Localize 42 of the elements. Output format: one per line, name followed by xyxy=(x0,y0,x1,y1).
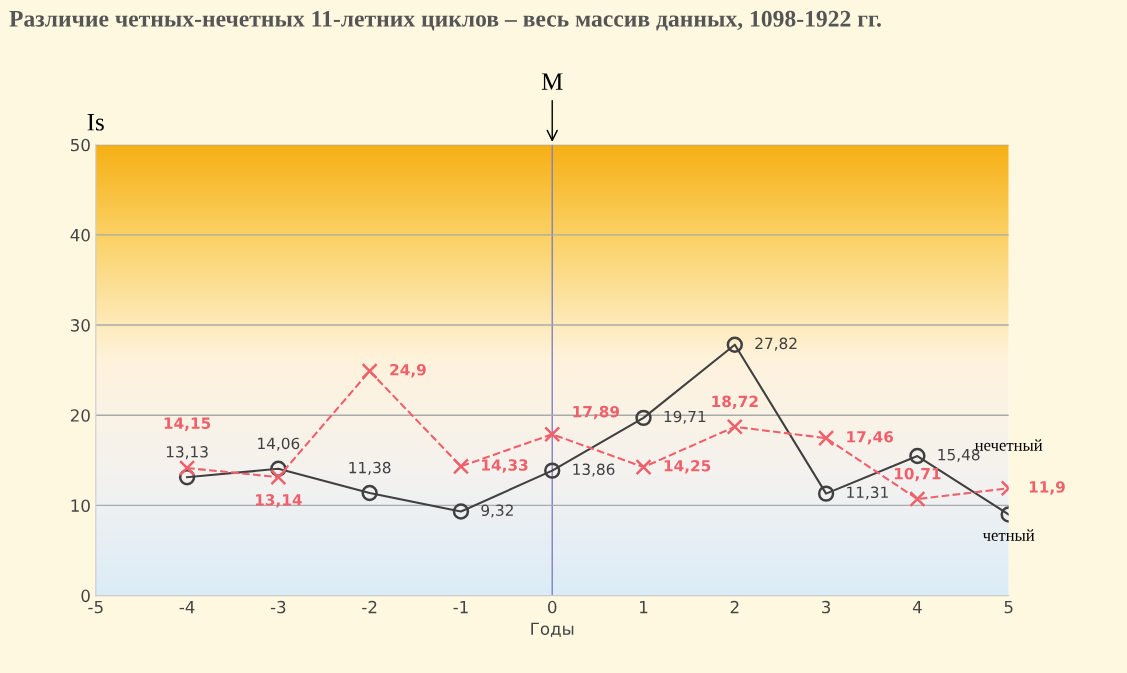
y-tick-label: 50 xyxy=(71,138,90,152)
data-label: 13,86 xyxy=(573,463,615,477)
data-label: 27,82 xyxy=(755,337,797,351)
data-label: 18,72 xyxy=(712,395,758,410)
y-tick-label: 30 xyxy=(71,319,90,332)
data-label: 13,13 xyxy=(166,446,208,460)
data-label: 14,25 xyxy=(664,459,711,474)
ref-line-label: M xyxy=(541,73,563,90)
chart-title: Различие четных-нечетных 11-летних циклов – весь массив данных, 1098-1922 гг. xyxy=(9,10,881,31)
x-tick-label: 1 xyxy=(640,600,648,614)
data-label: 17,46 xyxy=(847,431,894,445)
data-label: 17,89 xyxy=(573,405,620,420)
data-label: 14,15 xyxy=(164,417,211,431)
x-tick-label: -2 xyxy=(362,600,377,614)
x-tick-label: -3 xyxy=(270,600,286,614)
data-label: 11,38 xyxy=(349,461,391,475)
data-label: 15,48 xyxy=(938,448,980,462)
x-tick-label: -4 xyxy=(179,600,195,614)
x-tick-label: 5 xyxy=(1004,600,1013,614)
data-label: 10,71 xyxy=(894,467,941,482)
y-tick-label: 10 xyxy=(71,499,90,512)
x-tick-label: 4 xyxy=(912,600,922,614)
data-label: 11,31 xyxy=(847,486,888,500)
y-tick-label: 40 xyxy=(70,228,90,242)
series-label: четный xyxy=(982,529,1035,541)
x-axis-title: Годы xyxy=(531,622,574,638)
y-axis-title: Is xyxy=(87,113,104,131)
data-label: 9,32 xyxy=(481,504,513,518)
data-label: 14,33 xyxy=(482,459,528,473)
x-tick-label: -1 xyxy=(453,600,468,614)
text: нечетный xyxy=(974,439,1043,451)
x-tick-label: 2 xyxy=(730,600,739,614)
data-label: 13,14 xyxy=(255,494,302,508)
x-tick-label: 0 xyxy=(548,600,557,614)
x-tick-label: 3 xyxy=(822,600,831,614)
y-tick-label: 20 xyxy=(70,409,90,422)
data-label: 11,9 xyxy=(1029,481,1065,495)
x-tick-label: -5 xyxy=(88,600,103,614)
y-tick-label: 0 xyxy=(81,589,90,603)
data-label: 19,71 xyxy=(664,410,706,424)
data-label: 14,06 xyxy=(258,437,300,451)
data-label: 24,9 xyxy=(390,363,426,378)
